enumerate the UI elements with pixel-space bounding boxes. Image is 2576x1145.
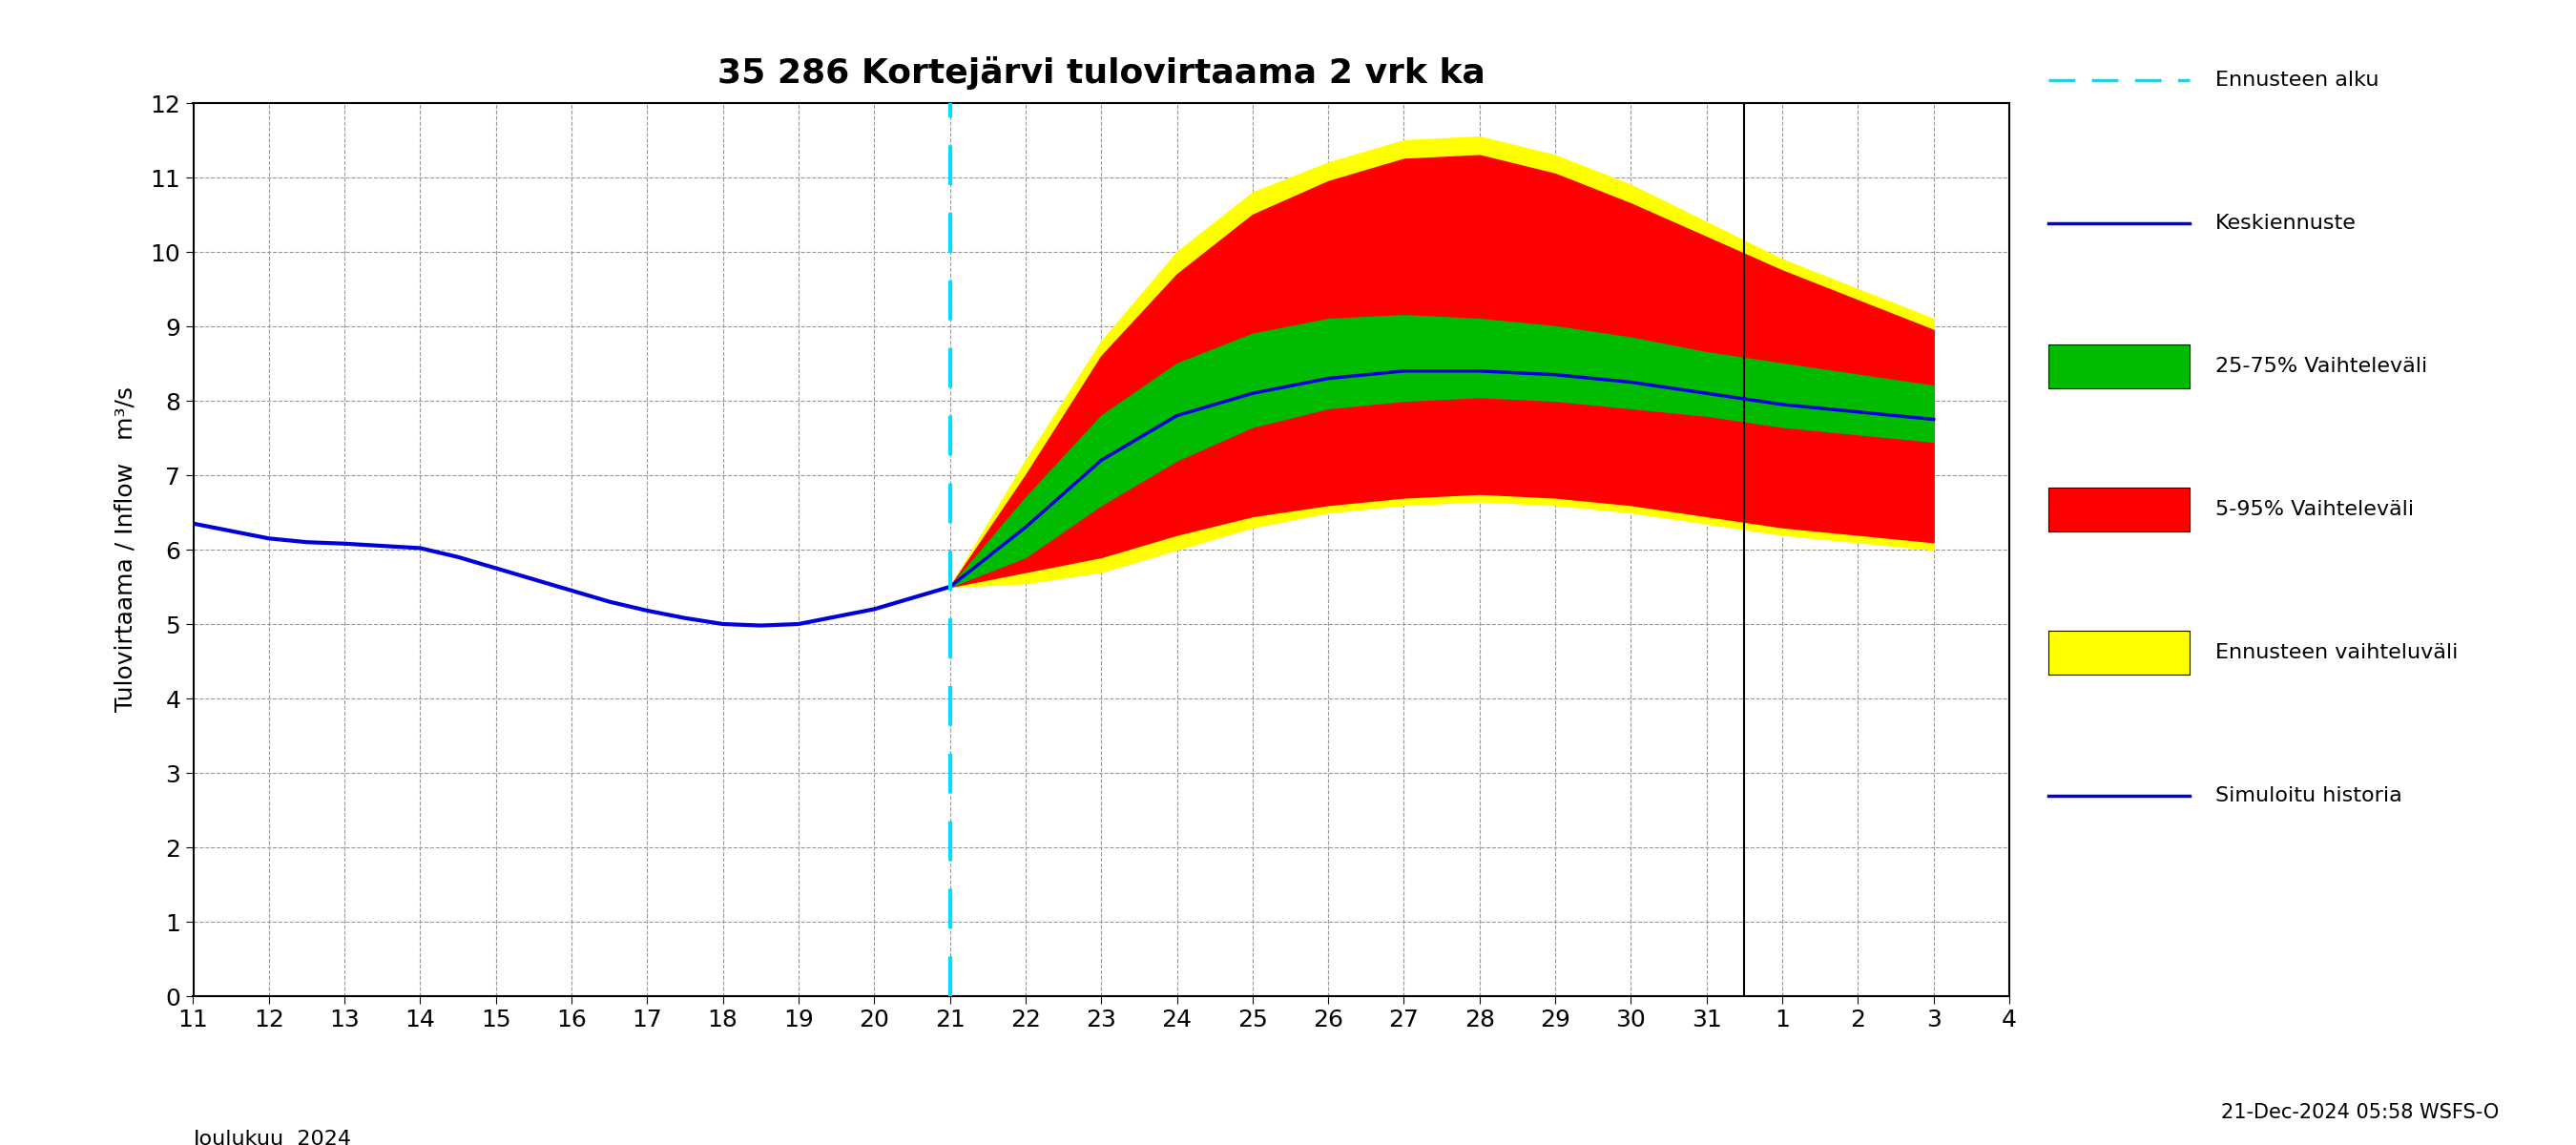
Text: Ennusteen alku: Ennusteen alku [2215,71,2380,89]
Text: Keskiennuste: Keskiennuste [2215,214,2357,232]
Y-axis label: Tulovirtaama / Inflow   m³/s: Tulovirtaama / Inflow m³/s [113,387,137,712]
Text: 5-95% Vaihteleväli: 5-95% Vaihteleväli [2215,500,2414,519]
Text: 25-75% Vaihteleväli: 25-75% Vaihteleväli [2215,357,2427,376]
Text: Simuloitu historia: Simuloitu historia [2215,787,2403,805]
Text: Joulukuu  2024
December: Joulukuu 2024 December [193,1130,350,1145]
Title: 35 286 Kortejärvi tulovirtaama 2 vrk ka: 35 286 Kortejärvi tulovirtaama 2 vrk ka [716,56,1486,89]
Text: 21-Dec-2024 05:58 WSFS-O: 21-Dec-2024 05:58 WSFS-O [2221,1103,2499,1122]
Text: Ennusteen vaihteluväli: Ennusteen vaihteluväli [2215,643,2458,662]
